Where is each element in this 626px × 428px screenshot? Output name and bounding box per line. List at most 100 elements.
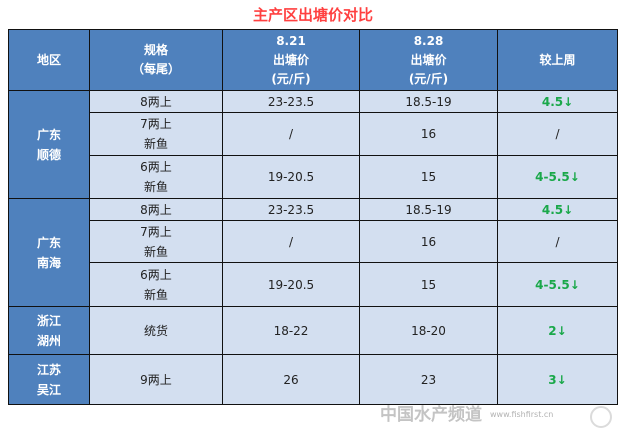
spec-cell-text: 新鱼: [143, 287, 168, 302]
price-828-cell: 16: [359, 112, 498, 156]
table-row: 浙江湖州 统货 18-22 18-20 2↓: [8, 306, 618, 355]
spec-cell: 8两上: [89, 198, 223, 221]
header-spec-line: （每尾）: [131, 62, 180, 76]
price-comparison-table: 地区 规格 （每尾） 8.21 出塘价 (元/斤) 8.28 出塘价 (元/斤) 较上周 …: [8, 29, 618, 405]
change-cell-text: 3↓: [548, 372, 567, 387]
change-cell: 2↓: [497, 306, 618, 355]
spec-cell-text: 新鱼: [143, 244, 168, 259]
change-cell-text: 4.5↓: [541, 94, 574, 109]
region-cell-text: 江苏: [36, 362, 61, 377]
header-date1: 8.21 出塘价 (元/斤): [222, 29, 360, 91]
change-cell-text: /: [555, 127, 560, 141]
change-cell: 4-5.5↓: [497, 155, 618, 199]
spec-cell-text: 6两上: [140, 267, 172, 282]
header-line: 8.28: [413, 33, 444, 48]
region-cell: 江苏 吴江: [8, 354, 90, 405]
watermark-url: www.fishfirst.cn: [490, 410, 554, 419]
change-cell: 4.5↓: [497, 90, 618, 113]
price-828-cell: 16: [359, 220, 498, 263]
price-821-cell: 23-23.5: [222, 198, 360, 221]
price-821-cell-text: /: [288, 234, 294, 249]
header-row: 地区 规格 （每尾） 8.21 出塘价 (元/斤) 8.28 出塘价 (元/斤) 较上周: [8, 29, 618, 91]
region-cell-text: 吴江: [36, 382, 61, 397]
price-828-cell-text: 16: [420, 234, 437, 249]
price-828-cell-text: 23: [420, 372, 437, 387]
price-828-cell-text: 18-20: [411, 323, 446, 338]
price-821-cell: 26: [222, 354, 360, 405]
table-row: 6两上新鱼 19-20.5 15 4-5.5↓: [9, 155, 618, 199]
change-cell: /: [497, 112, 618, 156]
spec-cell: 6两上新鱼: [89, 155, 223, 199]
price-821-cell-text: /: [288, 127, 294, 141]
table-title: 主产区出塘价对比: [252, 6, 373, 24]
spec-cell: 6两上新鱼: [89, 262, 223, 307]
change-cell-text: 4-5.5↓: [535, 277, 580, 292]
price-828-cell-text: 15: [420, 170, 437, 184]
region-cell: 广东 顺德: [8, 90, 90, 199]
spec-cell: 9两上: [89, 354, 223, 405]
region-cell: 浙江 湖州: [8, 306, 90, 355]
change-cell: /: [497, 220, 618, 263]
region-cell-text: 顺德: [36, 147, 61, 162]
price-828-cell: 15: [359, 155, 498, 199]
price-828-cell-text: 15: [420, 277, 437, 292]
price-821-cell-text: 23-23.5: [267, 94, 315, 109]
watermark-logo: 中国水产频道: [380, 405, 482, 425]
region-cell-text: 浙江: [36, 313, 61, 328]
spec-cell: 7两上新鱼: [89, 220, 223, 263]
spec-cell: 统货: [89, 306, 223, 355]
spec-cell-text: 8两上: [140, 202, 172, 217]
header-date2: 8.28 出塘价 (元/斤): [359, 29, 498, 91]
price-828-cell-text: 18.5-19: [405, 94, 452, 109]
price-821-cell-text: 19-20.5: [267, 170, 315, 184]
price-821-cell-text: 23-23.5: [267, 202, 315, 217]
price-828-cell-text: 18.5-19: [405, 202, 452, 217]
table-row: 6两上新鱼 19-20.5 15 4-5.5↓: [9, 262, 618, 307]
spec-cell: 7两上新鱼: [89, 112, 223, 156]
table-row: 江苏吴江 9两上 26 23 3↓: [8, 354, 618, 405]
change-cell-text: /: [555, 234, 560, 249]
price-821-cell: 23-23.5: [222, 90, 360, 113]
header-line: 8.21: [276, 33, 306, 48]
spec-cell-text: 新鱼: [143, 137, 168, 151]
change-cell: 4.5↓: [497, 198, 618, 221]
header-line: 出塘价: [272, 52, 309, 67]
price-821-cell: 19-20.5: [222, 155, 360, 199]
spec-cell-text: 新鱼: [143, 180, 168, 194]
price-821-cell-text: 18-22: [273, 323, 309, 338]
price-828-cell: 18.5-19: [359, 90, 498, 113]
spec-cell-text: 9两上: [140, 372, 172, 387]
price-828-cell: 15: [359, 262, 498, 307]
header-line: (元/斤): [408, 71, 449, 86]
spec-cell-text: 7两上: [140, 117, 172, 131]
header-change: 较上周: [497, 29, 618, 91]
table-row: 7两上新鱼 / 16 /: [9, 112, 618, 156]
header-line: (元/斤): [271, 71, 311, 86]
region-cell-text: 广东: [36, 235, 61, 250]
price-828-cell: 23: [359, 354, 498, 405]
region-cell-text: 南海: [36, 255, 61, 270]
table-row: 7两上新鱼 / 16 /: [9, 220, 618, 263]
price-821-cell: /: [222, 220, 360, 263]
price-821-cell-text: 26: [283, 372, 299, 387]
header-line: 出塘价: [410, 52, 447, 67]
price-821-cell-text: 19-20.5: [267, 277, 315, 292]
spec-cell-text: 7两上: [140, 224, 172, 239]
header-spec: 规格 （每尾）: [89, 29, 223, 91]
table-row: 广东南海 8两上 23-23.5 18.5-19 4.5↓: [8, 198, 618, 307]
change-cell-text: 4.5↓: [541, 202, 574, 217]
header-region: 地区: [8, 29, 90, 91]
region-cell-text: 广东: [36, 127, 61, 142]
price-828-cell: 18.5-19: [359, 198, 498, 221]
spec-cell: 8两上: [89, 90, 223, 113]
change-cell-text: 4-5.5↓: [535, 170, 580, 184]
table-row: 广东顺德 8两上 23-23.5 18.5-19 4.5↓: [8, 90, 618, 199]
watermark-globe-icon: [590, 406, 612, 428]
header-spec-line: 规格: [143, 43, 168, 57]
region-cell-text: 湖州: [36, 333, 61, 348]
spec-cell-text: 8两上: [140, 94, 172, 109]
change-cell: 4-5.5↓: [497, 262, 618, 307]
spec-cell-text: 6两上: [140, 160, 172, 174]
spec-cell-text: 统货: [143, 323, 168, 338]
region-cell: 广东 南海: [8, 198, 90, 307]
